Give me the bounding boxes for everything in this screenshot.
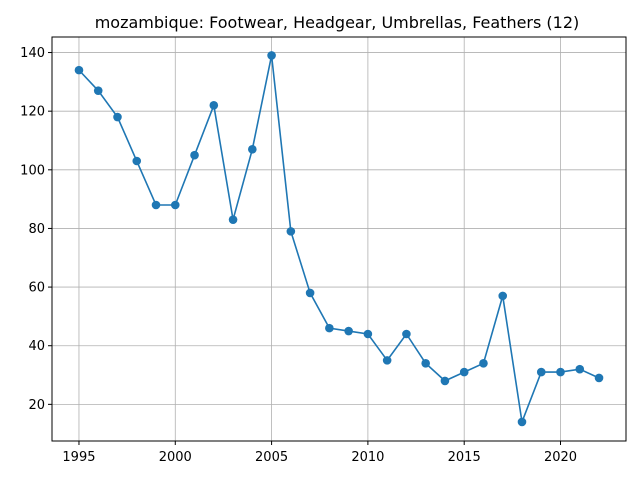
data-point — [286, 227, 296, 236]
data-point — [459, 367, 469, 377]
data-point — [93, 86, 103, 95]
data-point — [536, 367, 546, 377]
data-point — [594, 373, 604, 383]
series-line — [78, 55, 600, 426]
x-tick-label: 2015 — [448, 450, 481, 465]
y-tick-label: 120 — [20, 105, 45, 120]
data-point — [74, 65, 84, 75]
data-point — [421, 359, 430, 368]
x-tick-label: 2010 — [351, 450, 384, 465]
grid-layer — [52, 37, 626, 441]
data-point — [382, 356, 392, 365]
y-tick-label: 20 — [28, 398, 45, 413]
y-tick-label: 60 — [28, 281, 45, 296]
data-point — [575, 364, 585, 374]
data-point — [344, 326, 353, 336]
x-tick-label: 2005 — [255, 450, 288, 465]
data-point — [305, 288, 315, 298]
data-point — [170, 200, 180, 210]
data-point — [113, 112, 122, 122]
y-tick-label: 40 — [28, 339, 45, 354]
data-point — [248, 144, 257, 154]
data-point — [209, 101, 219, 110]
data-point — [479, 359, 488, 368]
tick-layer: 1995 2000 2005 2010 2015 20202040608010012014… — [20, 46, 577, 465]
data-point — [402, 329, 411, 339]
data-point — [190, 150, 199, 160]
data-point — [556, 367, 565, 377]
data-point — [151, 200, 161, 210]
data-point — [325, 323, 334, 333]
x-tick-label: 1995 — [62, 450, 95, 465]
data-point — [132, 156, 142, 166]
chart-title: mozambique: Footwear, Headgear, Umbrella… — [95, 13, 580, 32]
data-point — [363, 329, 373, 339]
x-tick-label: 2000 — [159, 450, 192, 465]
y-tick-label: 100 — [20, 163, 45, 178]
y-tick-label: 140 — [20, 46, 45, 61]
plot-area-frame — [51, 36, 627, 442]
x-tick-label: 2020 — [544, 450, 577, 465]
data-point — [267, 51, 276, 60]
data-point — [498, 291, 508, 301]
series-layer — [74, 51, 604, 427]
data-point — [517, 417, 527, 427]
y-tick-label: 80 — [28, 222, 45, 237]
data-point — [440, 376, 450, 386]
data-point — [228, 215, 238, 224]
